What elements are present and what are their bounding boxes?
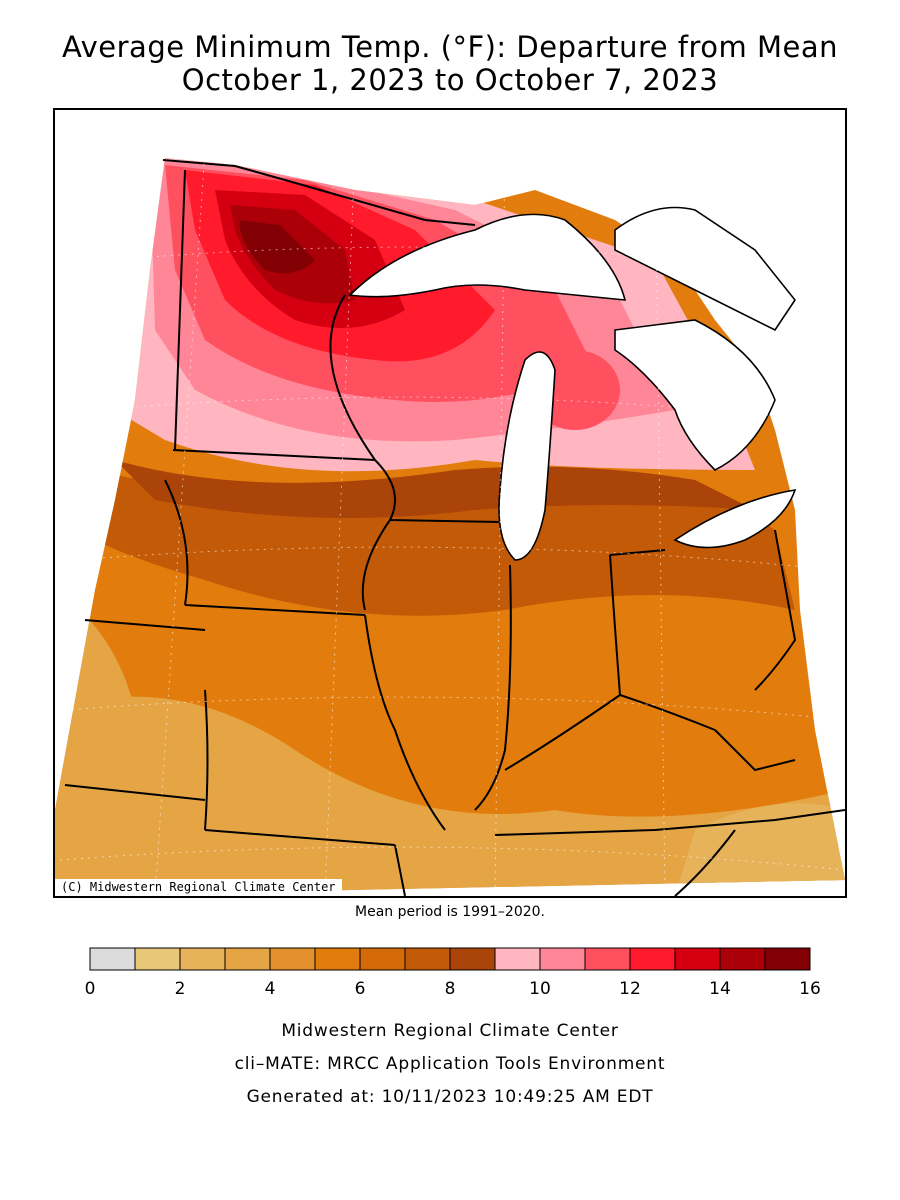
legend-bin-8 [449,947,496,971]
boundary-mo-west [204,689,209,831]
legend-tick-label: 4 [265,979,276,999]
boundary-in-ky [504,693,716,771]
boundary-tn-east [674,829,736,896]
legend-bin-7 [404,947,451,971]
legend-bin-10 [539,947,586,971]
legend-tick-label: 12 [619,979,641,999]
boundary-oh-ky [714,729,796,772]
boundary-mi-peninsula [609,549,666,556]
legend-bin-6 [359,947,406,971]
legend-bin-12 [629,947,676,971]
boundary-mo-south [204,829,396,846]
map-panel: (C) Midwestern Regional Climate Center [53,108,847,898]
lake-ontario [614,206,796,332]
boundary-ia-west [164,479,189,606]
boundary-ia-south [184,604,366,616]
boundary-wi-south [389,519,501,523]
zone-southern-light [55,696,845,896]
legend-tick-label: 16 [799,979,821,999]
legend-bin-13 [674,947,721,971]
boundary-oh-east [754,529,797,691]
legend-bin-2 [179,947,226,971]
legend-bin-4 [269,947,316,971]
zone-southeast-light [675,803,845,896]
boundary-ar [394,844,406,896]
legend-bin-9 [494,947,541,971]
map-title-line2: October 1, 2023 to October 7, 2023 [181,63,719,97]
legend-bin-11 [584,947,631,971]
boundary-mn-south [172,449,376,461]
graticule [59,149,845,896]
legend-tick-label: 6 [355,979,366,999]
lake-huron [614,319,776,471]
legend-tick-label: 10 [529,979,551,999]
mean-period-note: Mean period is 1991–2020. [355,904,545,920]
legend-bin-1 [134,947,181,971]
state-boundaries [64,159,845,896]
boundary-in-east [609,554,621,696]
footer-generated: Generated at: 10/11/2023 10:49:25 AM EDT [246,1087,654,1107]
map-credit: (C) Midwestern Regional Climate Center [55,879,342,896]
footer-org: Midwestern Regional Climate Center [281,1021,619,1041]
great-lakes [348,206,797,561]
legend-tick-label: 2 [175,979,186,999]
boundary-canada [162,159,476,226]
legend-tick-label: 14 [709,979,731,999]
zone-darkest-red [240,220,315,274]
boundary-ks-ne [84,619,206,631]
legend-bin-3 [224,947,271,971]
legend-bin-5 [314,947,361,971]
boundary-il-east [474,564,512,811]
boundary-ks-ok [64,784,206,801]
legend-tick-label: 8 [445,979,456,999]
zone-mid-darker [115,460,755,518]
legend-bin-15 [764,947,811,971]
boundary-mn-west [174,169,186,451]
boundary-mn-wi [329,294,376,461]
lake-superior [348,213,627,301]
footer-app: cli–MATE: MRCC Application Tools Environ… [234,1054,666,1074]
map-title-line1: Average Minimum Temp. (°F): Departure fr… [61,30,839,64]
legend-tick-label: 0 [85,979,96,999]
departure-map [55,149,845,896]
boundary-wi-mississippi [361,459,396,611]
boundary-ky-tn [494,809,845,836]
color-legend: 0 2 4 6 8 10 12 14 16 [85,947,821,999]
departure-field [55,158,845,896]
legend-bin-0 [89,947,136,971]
legend-bin-14 [719,947,766,971]
lake-michigan [498,351,556,561]
lake-erie [673,488,797,549]
boundary-il-west [364,614,446,831]
